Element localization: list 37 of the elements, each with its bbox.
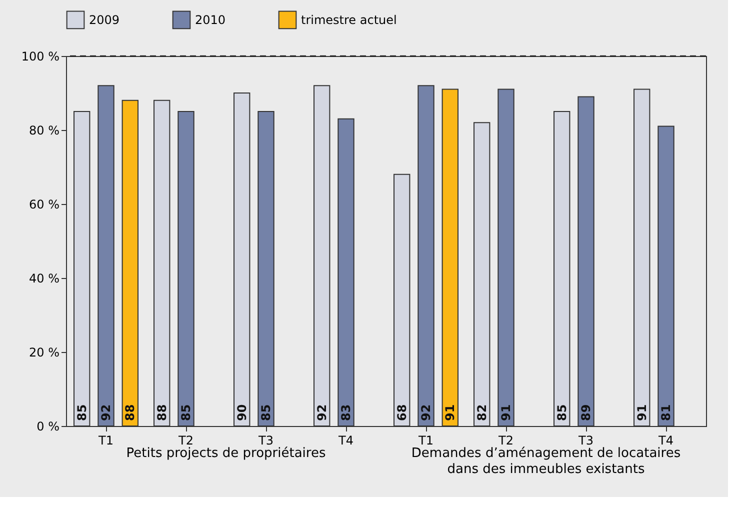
x-tick-label: T2: [178, 434, 194, 448]
x-tick-label: T4: [338, 434, 354, 448]
data-label: 91: [634, 404, 649, 421]
x-tick-label: T1: [98, 434, 114, 448]
data-label: 81: [659, 404, 673, 421]
x-tick-label: T3: [258, 434, 274, 448]
x-tick-label: T2: [498, 434, 514, 448]
legend-label: 2010: [195, 12, 226, 27]
x-tick-label: T1: [418, 434, 434, 448]
data-label: 88: [154, 404, 169, 421]
data-label: 91: [443, 404, 458, 421]
data-label: 92: [99, 404, 113, 421]
data-label: 92: [419, 404, 433, 421]
data-label: 85: [259, 404, 273, 421]
y-tick-label: 80 %: [29, 124, 60, 138]
data-label: 89: [579, 404, 593, 421]
y-tick-label: 20 %: [29, 346, 60, 360]
data-label: 85: [179, 404, 193, 421]
data-label: 85: [74, 404, 89, 421]
data-label: 85: [554, 404, 569, 421]
legend-label: 2009: [89, 12, 120, 27]
data-label: 82: [474, 404, 489, 421]
x-tick-label: T3: [578, 434, 594, 448]
y-tick-label: 100 %: [21, 50, 60, 64]
x-tick-label: T4: [658, 434, 674, 448]
y-tick-label: 40 %: [29, 272, 60, 286]
data-label: 68: [394, 404, 409, 421]
text: Demandes d’aménagement de locataires dans des immeubles existants: [411, 446, 681, 477]
data-label: 83: [339, 404, 353, 421]
data-label: 92: [314, 404, 329, 421]
data-label: 91: [499, 404, 513, 421]
y-tick-label: 60 %: [29, 198, 60, 212]
text: Petits projects de propriétaires: [126, 446, 326, 461]
data-label: 88: [123, 404, 138, 421]
y-tick-label: 0 %: [36, 420, 60, 434]
data-label: 90: [234, 404, 249, 421]
legend-label: trimestre actuel: [301, 12, 397, 27]
